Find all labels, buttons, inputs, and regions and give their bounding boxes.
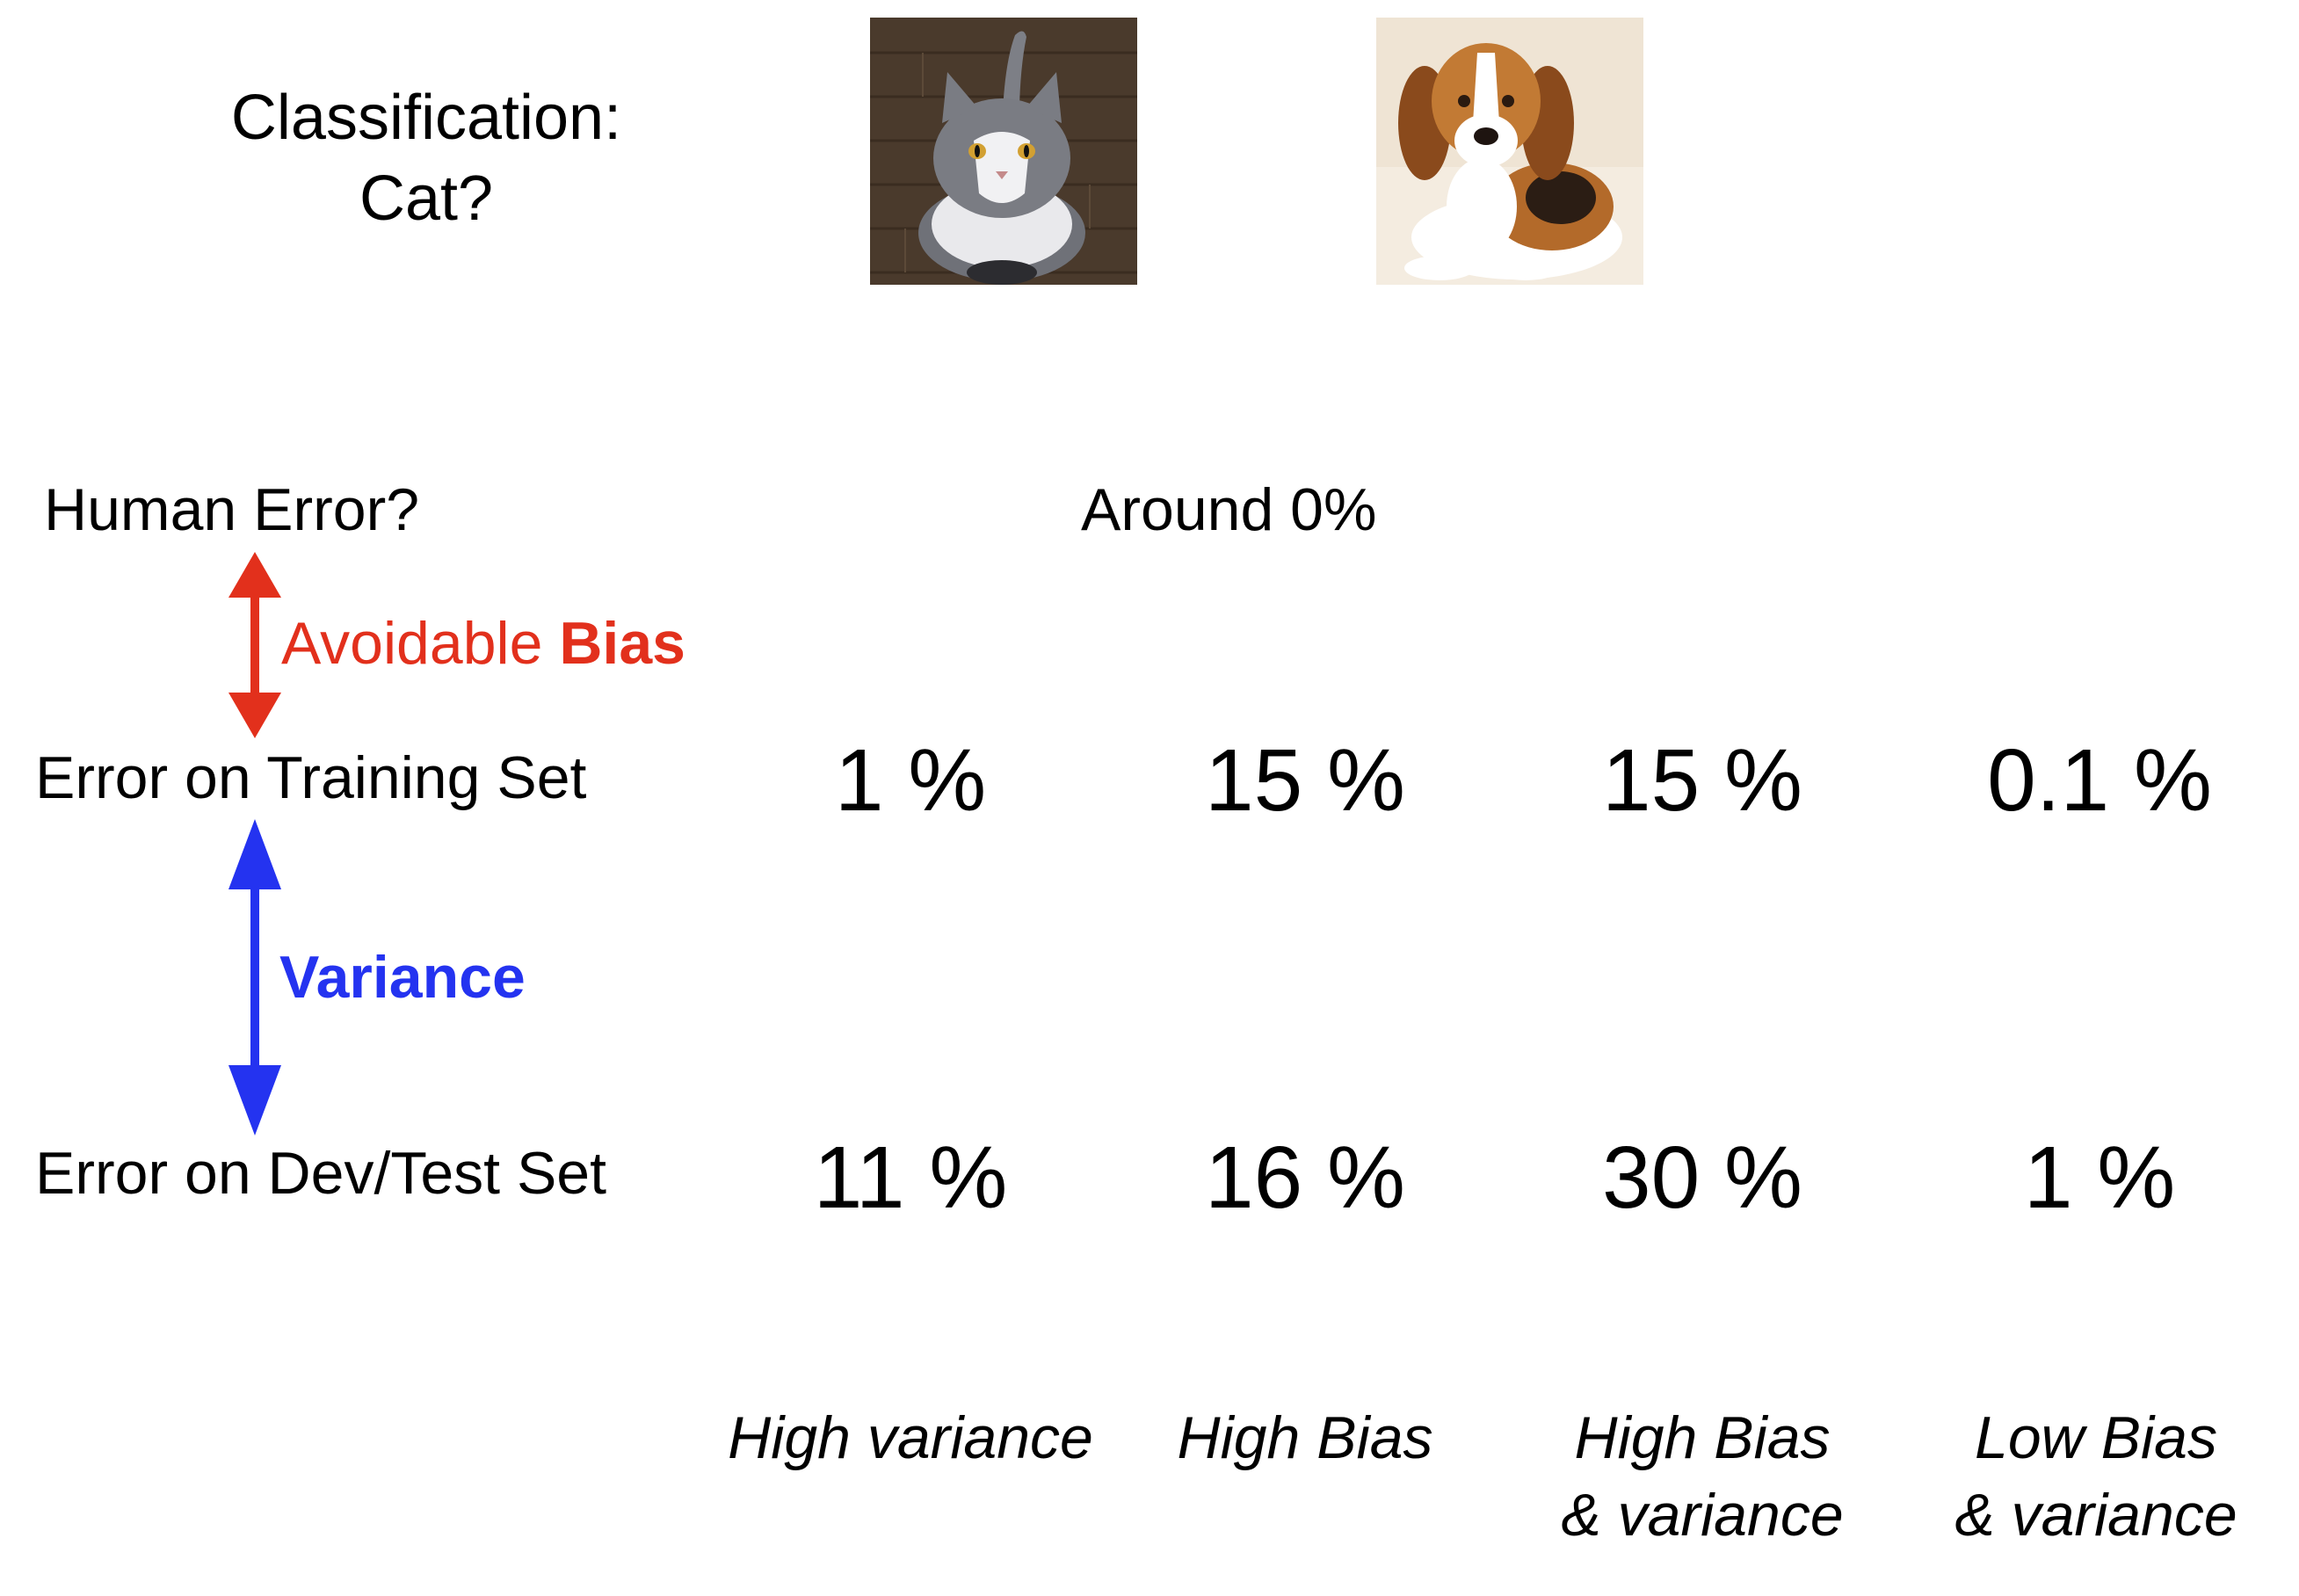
avoidable-bias-bold: Bias [559, 610, 685, 677]
human-error-value: Around 0% [1081, 476, 1377, 543]
dev-test-error-value: 30 % [1602, 1128, 1802, 1227]
dev-test-error-value: 11 % [813, 1128, 1008, 1227]
title-line-1: Classification: [230, 83, 622, 153]
diagnosis-line-1: High Bias [1574, 1404, 1831, 1471]
diagnosis-line-2: & variance [1955, 1482, 2237, 1549]
classification-title: Classification: Cat? [176, 77, 677, 239]
avoidable-bias-prefix: Avoidable [281, 610, 560, 677]
diagnosis-line-1: Low Bias [1975, 1404, 2217, 1471]
diagnosis-label: High variance [704, 1399, 1117, 1476]
training-error-value: 1 % [834, 731, 987, 830]
human-error-label: Human Error? [44, 476, 420, 543]
dev-test-error-value: 16 % [1205, 1128, 1405, 1227]
diagnosis-line-1: High variance [728, 1404, 1093, 1471]
training-error-value: 0.1 % [1987, 731, 2212, 830]
avoidable-bias-label: Avoidable Bias [281, 608, 685, 678]
diagnosis-line-1: High Bias [1177, 1404, 1433, 1471]
diagnosis-label: High Bias & variance [1496, 1399, 1909, 1554]
variance-arrow-icon [228, 819, 281, 1135]
dev-test-error-label: Error on Dev/Test Set [35, 1140, 607, 1207]
variance-label: Variance [279, 944, 526, 1011]
cat-photo-icon [870, 18, 1137, 285]
training-error-value: 15 % [1602, 731, 1802, 830]
training-error-label: Error on Training Set [35, 744, 587, 811]
dog-photo-icon [1376, 18, 1643, 285]
dev-test-error-value: 1 % [2023, 1128, 2176, 1227]
diagnosis-label: High Bias [1099, 1399, 1512, 1476]
diagnosis-label: Low Bias & variance [1889, 1399, 2299, 1554]
title-line-2: Cat? [359, 163, 494, 234]
training-error-value: 15 % [1205, 731, 1405, 830]
diagnosis-line-2: & variance [1561, 1482, 1844, 1549]
avoidable-bias-arrow-icon [228, 552, 281, 738]
